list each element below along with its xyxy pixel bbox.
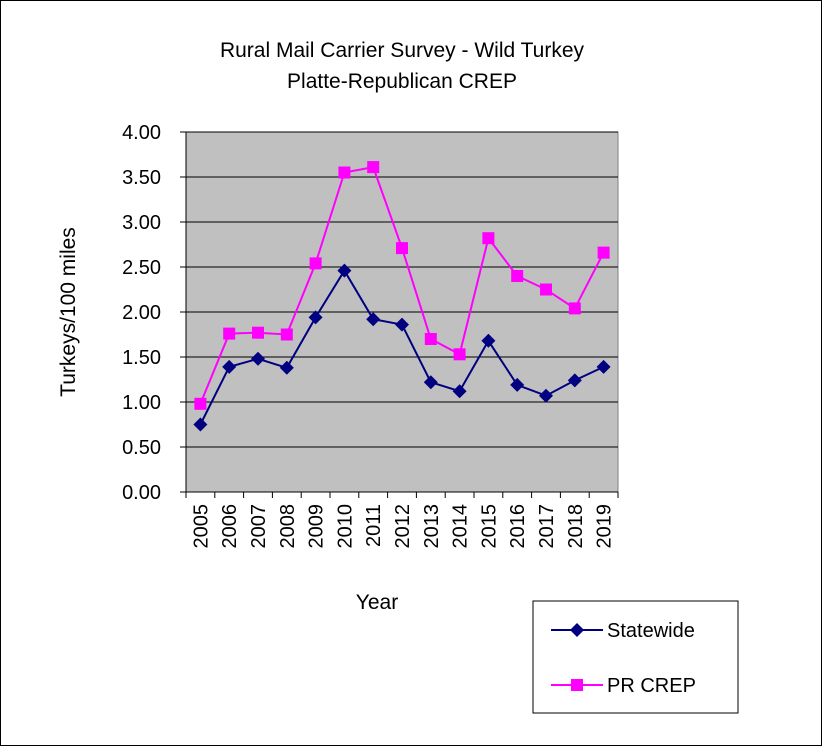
data-point	[337, 263, 352, 278]
data-point	[423, 375, 438, 390]
data-point	[252, 326, 264, 339]
x-tick-label: 2007	[248, 504, 270, 549]
data-point	[223, 327, 236, 340]
data-point	[597, 246, 610, 259]
y-tick-label: 1.00	[122, 392, 161, 414]
y-tick-label: 0.00	[122, 482, 161, 504]
x-tick-label: 2012	[392, 504, 414, 549]
x-tick-label: 2019	[594, 504, 616, 549]
x-tick-label: 2008	[277, 504, 299, 549]
data-point	[251, 351, 265, 366]
x-tick-label: 2014	[450, 504, 472, 549]
data-point	[366, 312, 381, 327]
data-point	[481, 333, 496, 348]
data-point	[540, 283, 552, 296]
data-point	[308, 310, 323, 325]
legend-marker	[571, 679, 583, 691]
data-point	[279, 360, 294, 375]
x-tick-label: 2017	[536, 504, 558, 549]
data-point	[222, 359, 237, 374]
data-point	[539, 388, 553, 403]
x-tick-label: 2011	[363, 504, 385, 547]
y-tick-label: 2.00	[122, 302, 161, 324]
y-tick-label: 0.50	[122, 437, 161, 459]
x-tick-label: 2005	[190, 504, 212, 549]
x-tick-label: 2013	[421, 504, 443, 549]
data-point	[194, 397, 207, 410]
chart-title-line-1: Rural Mail Carrier Survey - Wild Turkey	[220, 39, 585, 62]
data-point	[568, 302, 581, 315]
y-tick-label: 1.50	[122, 347, 161, 369]
data-point	[482, 232, 495, 245]
x-tick-label: 2010	[334, 504, 356, 549]
axes	[180, 131, 619, 498]
x-tick-labels: 2005 2006 2007 2008 2009 2010 2011 2012 2013 2014…	[190, 504, 615, 549]
y-tick-label: 3.50	[122, 167, 161, 189]
data-point	[309, 257, 322, 270]
data-point	[567, 373, 582, 388]
legend-marker	[570, 623, 584, 637]
data-point	[596, 359, 611, 374]
data-point	[193, 417, 208, 432]
x-tick-label: 2016	[507, 504, 529, 549]
data-point	[395, 317, 409, 332]
legend-label: PR CREP	[607, 675, 696, 697]
data-point	[280, 328, 293, 341]
data-point	[367, 161, 380, 174]
data-point	[453, 348, 466, 361]
x-tick-label: 2009	[306, 504, 328, 549]
legend-box	[532, 600, 739, 714]
data-point	[424, 333, 437, 345]
x-tick-label: 2018	[565, 504, 587, 549]
x-tick-label: 2015	[478, 504, 500, 548]
data-point	[452, 384, 467, 399]
legend: Statewide PR CREP	[532, 600, 739, 714]
y-tick-label: 2.50	[122, 257, 161, 279]
series-markers	[193, 161, 611, 432]
chart-title-line-2: Platte-Republican CREP	[287, 70, 517, 93]
y-tick-label: 4.00	[122, 122, 161, 144]
data-point	[511, 270, 524, 282]
y-tick-labels: 0.00 0.50 1.00 1.50 2.00 2.50 3.00 3.50 4.00	[122, 122, 161, 504]
y-tick-label: 3.00	[122, 212, 161, 234]
data-point	[396, 242, 408, 255]
x-axis-label: Year	[356, 591, 398, 614]
data-point	[338, 166, 351, 179]
legend-label: Statewide	[607, 620, 695, 642]
x-tick-label: 2006	[219, 504, 241, 549]
data-point	[510, 377, 525, 392]
y-axis-label: Turkeys/100 miles	[57, 227, 80, 397]
